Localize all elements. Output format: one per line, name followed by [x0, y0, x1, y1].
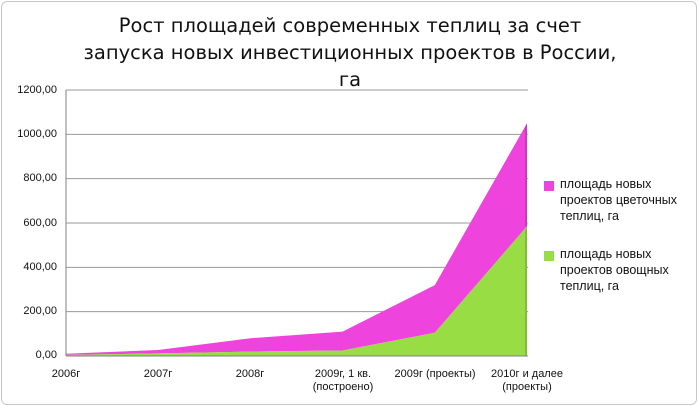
- y-tick-label-5: 1000,00: [17, 128, 57, 140]
- y-tick-label-2: 400,00: [23, 261, 57, 273]
- area-series: [66, 123, 527, 356]
- y-tick-label-6: 1200,00: [17, 84, 57, 96]
- legend: площадь новых проектов цветочных теплиц,…: [536, 176, 696, 316]
- legend-item-vegetable: площадь новых проектов овощных теплиц, г…: [536, 246, 696, 294]
- area-flower-series: [66, 123, 527, 355]
- y-tick-label-3: 600,00: [23, 217, 57, 229]
- x-tick-label-1: 2007г: [143, 368, 173, 380]
- x-tick-label-2: 2008г: [235, 368, 265, 380]
- area-vegetable-series-edge: [525, 226, 527, 356]
- legend-label-vegetable: площадь новых проектов овощных теплиц, г…: [560, 247, 669, 293]
- legend-label-flower: площадь новых проектов цветочных теплиц,…: [560, 177, 677, 223]
- legend-swatch-vegetable: [544, 251, 554, 261]
- area-vegetable-series: [66, 226, 527, 356]
- y-axis-labels: 0,00 200,00 400,00 600,00 800,00 1000,00…: [0, 0, 57, 406]
- x-tick-label-5: 2010г и далее (проекты): [491, 368, 563, 393]
- y-tick-label-1: 200,00: [23, 305, 57, 317]
- y-tick-label-0: 0,00: [35, 349, 57, 361]
- x-tick-label-4: 2009г (проекты): [394, 368, 476, 380]
- area-flower-series-edge: [525, 123, 527, 227]
- legend-item-flower: площадь новых проектов цветочных теплиц,…: [536, 176, 696, 224]
- x-tick-label-3: 2009г, 1 кв. (построено): [312, 368, 374, 393]
- legend-swatch-flower: [544, 181, 554, 191]
- x-tick-label-0: 2006г: [51, 368, 81, 380]
- chart-title: Рост площадей современных теплиц за счет…: [83, 14, 617, 91]
- y-tick-label-4: 800,00: [23, 172, 57, 184]
